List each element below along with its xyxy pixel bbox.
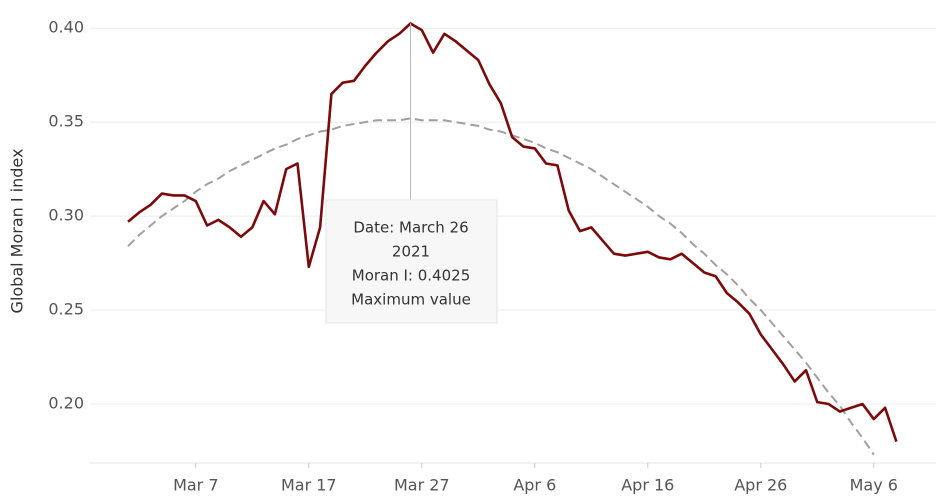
y-tick-label: 0.35 bbox=[48, 112, 84, 131]
y-axis-label: Global Moran I index bbox=[8, 149, 27, 314]
tooltip-text: Moran I: 0.4025 bbox=[352, 267, 470, 285]
y-tick-label: 0.25 bbox=[48, 300, 84, 319]
x-tick-label: Mar 17 bbox=[281, 476, 337, 495]
y-tick-label: 0.20 bbox=[48, 394, 84, 413]
x-tick-label: Apr 16 bbox=[621, 476, 674, 495]
y-tick-label: 0.30 bbox=[48, 206, 84, 225]
x-tick-label: Mar 27 bbox=[394, 476, 450, 495]
x-tick-label: Apr 6 bbox=[513, 476, 556, 495]
x-tick-label: Mar 7 bbox=[173, 476, 218, 495]
x-tick-label: May 6 bbox=[850, 476, 898, 495]
tooltip-box bbox=[325, 199, 498, 324]
data-line bbox=[127, 22, 898, 443]
x-tick-label: Apr 26 bbox=[734, 476, 787, 495]
tooltip-text: Maximum value bbox=[351, 291, 471, 309]
tooltip-text: Date: March 26 bbox=[353, 219, 468, 237]
y-tick-label: 0.40 bbox=[48, 18, 84, 37]
tooltip-text: 2021 bbox=[392, 243, 430, 261]
trend-line bbox=[127, 117, 875, 456]
